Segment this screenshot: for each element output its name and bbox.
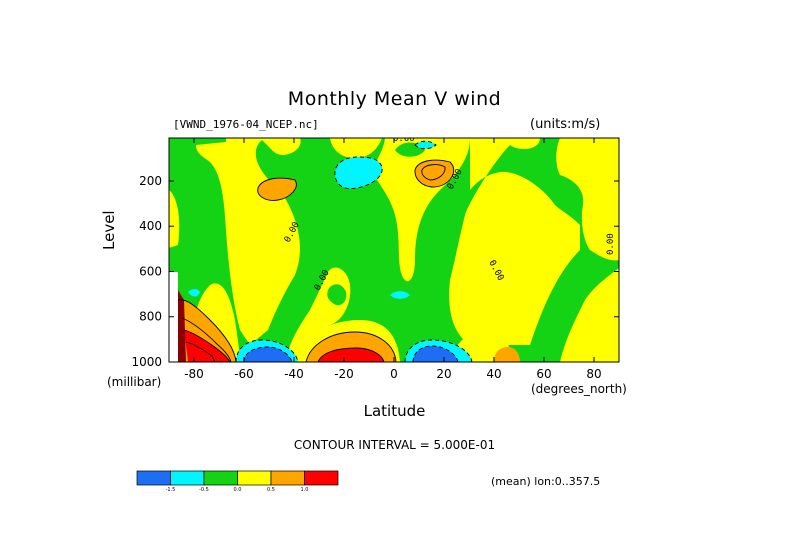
contour-polar-3 bbox=[183, 329, 231, 362]
contour-label-arctic: 0.00 bbox=[606, 233, 616, 255]
colorbar-level-label: 0.5 bbox=[267, 487, 275, 493]
x-tick-label: 0 bbox=[390, 367, 398, 381]
region-yellow-northern-mid bbox=[449, 138, 580, 345]
contour-label-top: 0.00 bbox=[393, 134, 415, 144]
mean-longitude-label: (mean) lon:0..357.5 bbox=[491, 475, 601, 488]
contour-orange-south bbox=[257, 177, 297, 201]
contour-negative-nh-lower bbox=[404, 339, 473, 362]
x-tick-label: 80 bbox=[586, 367, 601, 381]
contour-polar-1 bbox=[177, 299, 237, 362]
colorbar-level-label: -0.5 bbox=[199, 487, 209, 493]
colorbar: -1.5 -0.5 0.0 0.5 1.0 bbox=[136, 470, 339, 493]
region-blue-sh-lower bbox=[244, 347, 292, 362]
region-cyan-small-left bbox=[188, 289, 200, 297]
colorbar-swatch bbox=[237, 470, 272, 486]
x-tick-label: -40 bbox=[284, 367, 304, 381]
contour-polar-2 bbox=[181, 317, 232, 362]
colorbar-swatch bbox=[136, 470, 171, 486]
region-red-polar bbox=[184, 330, 230, 362]
region-cyan-south-upper bbox=[334, 156, 383, 189]
region-cyan-small-mid bbox=[390, 291, 410, 299]
contour-tropics-inner bbox=[421, 164, 446, 181]
y-tick-label: 800 bbox=[139, 310, 162, 324]
colorbar-swatch bbox=[304, 470, 339, 486]
region-yellow-left-edge bbox=[169, 190, 180, 248]
region-yellow-arctic bbox=[556, 138, 619, 261]
contour-subtrop-lower-outer bbox=[305, 331, 397, 362]
colorbar-swatch bbox=[170, 470, 205, 486]
contour-orange-tropics bbox=[414, 159, 454, 188]
y-tick-label: 400 bbox=[139, 219, 162, 233]
y-tick-label: 600 bbox=[139, 264, 162, 278]
region-orange-nh-lower bbox=[494, 347, 520, 362]
x-tick-label: -20 bbox=[334, 367, 354, 381]
x-axis-ticks: -80 -60 -40 -20 0 20 40 60 80 bbox=[184, 138, 602, 381]
region-orange-southern bbox=[257, 178, 297, 201]
region-green-island-south bbox=[327, 284, 347, 306]
units-label: (units:m/s) bbox=[530, 117, 601, 132]
x-tick-label: 40 bbox=[486, 367, 501, 381]
contour-polar-4 bbox=[185, 341, 216, 362]
contour-lines bbox=[177, 159, 454, 362]
contour-interval-label: CONTOUR INTERVAL = 5.000E-01 bbox=[293, 438, 496, 452]
contour-negative-sh-lower bbox=[235, 339, 299, 362]
region-yellow-arctic-lower bbox=[560, 268, 619, 362]
y-axis-ticks: 200 400 600 800 1000 bbox=[131, 174, 619, 369]
y-tick-label: 200 bbox=[139, 174, 162, 188]
chart-title: Monthly Mean V wind bbox=[287, 88, 502, 110]
x-tick-label: 60 bbox=[536, 367, 551, 381]
contour-negative-south-upper bbox=[334, 156, 383, 189]
colorbar-swatch bbox=[203, 470, 238, 486]
region-yellow-south-upper bbox=[330, 138, 382, 159]
colorbar-swatch bbox=[270, 470, 305, 486]
x-axis-label: Latitude bbox=[363, 402, 426, 420]
colorbar-level-label: 1.0 bbox=[301, 487, 309, 493]
y-tick-label: 1000 bbox=[131, 355, 162, 369]
region-cyan-small-upper bbox=[415, 141, 436, 149]
x-tick-label: -80 bbox=[184, 367, 204, 381]
region-yellow-small-right bbox=[528, 202, 544, 213]
y-axis-unit: (millibar) bbox=[107, 375, 162, 389]
x-tick-label: -60 bbox=[234, 367, 254, 381]
plot-area: 0.00 0.00 0.00 0.00 0.00 0.00 bbox=[169, 134, 619, 362]
colorbar-level-label: 0.0 bbox=[234, 487, 242, 493]
contour-lines-negative bbox=[235, 140, 473, 362]
contour-negative-sh-lower-inner bbox=[243, 346, 293, 362]
x-tick-label: 20 bbox=[436, 367, 451, 381]
x-axis-unit: (degrees_north) bbox=[531, 382, 627, 396]
contour-subtrop-lower-inner bbox=[317, 347, 385, 362]
dataset-label: [VWND_1976-04_NCEP.nc] bbox=[173, 118, 319, 131]
contour-negative-small-upper bbox=[414, 140, 437, 150]
contour-negative-nh-lower-inner bbox=[412, 345, 459, 362]
colorbar-level-label: -1.5 bbox=[166, 487, 176, 493]
region-red-subtrop-lower bbox=[318, 348, 384, 362]
region-darkred-polar bbox=[178, 290, 186, 362]
